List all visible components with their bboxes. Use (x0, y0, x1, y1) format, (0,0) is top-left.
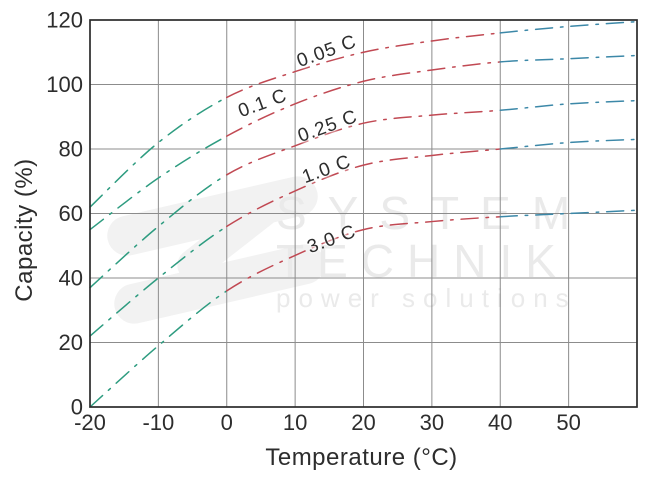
gridlines (90, 20, 637, 407)
watermark-text-power-solutions: power solutions (276, 283, 577, 313)
x-axis-title: Temperature (°C) (265, 444, 458, 471)
x-tick-label: -20 (74, 410, 106, 435)
x-tick-label: 40 (488, 410, 512, 435)
series-line-1.0c (89, 138, 638, 337)
y-tick-label: 120 (46, 8, 83, 33)
y-tick-label: 20 (59, 330, 83, 355)
series-line-3.0c (89, 209, 638, 408)
plot-border (89, 19, 638, 408)
y-tick-label: 40 (59, 266, 83, 291)
y-axis-title: Capacity (%) (11, 158, 38, 302)
x-tick-label: 0 (221, 410, 233, 435)
series-line-0.25c (89, 99, 638, 289)
y-tick-label: 0 (71, 395, 83, 420)
y-tick-label: 80 (59, 137, 83, 162)
x-tick-labels: -20 -10 0 10 20 30 40 50 (74, 410, 581, 435)
x-tick-label: 10 (283, 410, 307, 435)
series-line-0.1c (89, 54, 638, 231)
y-tick-label: 60 (59, 201, 83, 226)
y-tick-labels: 0 20 40 60 80 100 120 (46, 8, 83, 420)
series-line-0.05c (89, 20, 638, 208)
x-tick-label: 50 (556, 410, 580, 435)
y-tick-label: 100 (46, 72, 83, 97)
x-tick-label: 30 (420, 410, 444, 435)
x-tick-label: -10 (142, 410, 174, 435)
x-tick-label: 20 (351, 410, 375, 435)
